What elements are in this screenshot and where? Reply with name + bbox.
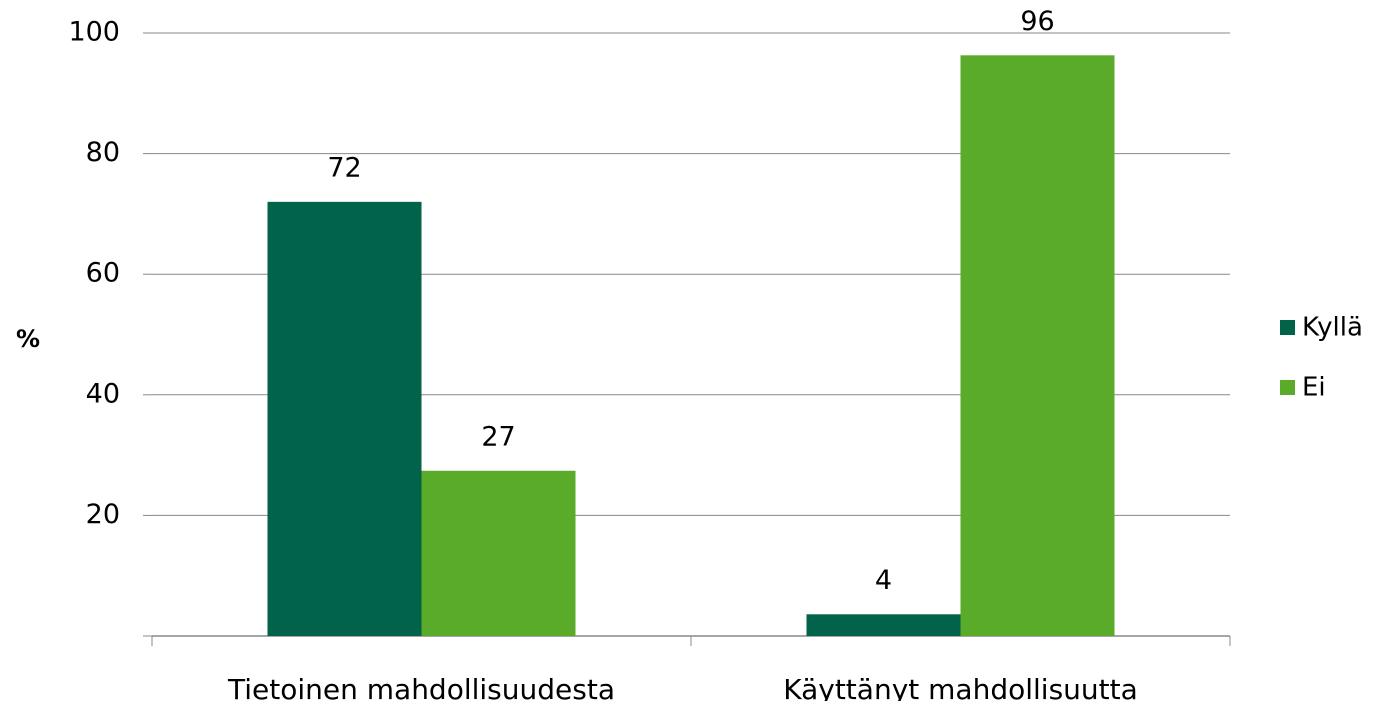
y-tick-label: 60: [86, 258, 120, 289]
legend-label: Ei: [1302, 373, 1326, 403]
y-tick-label: 80: [86, 137, 120, 168]
data-label: 27: [481, 421, 515, 452]
x-tick-label: Käyttänyt mahdollisuutta: [783, 673, 1138, 701]
bar: [960, 55, 1115, 637]
data-label: 72: [327, 152, 361, 183]
legend-label: Kyllä: [1302, 313, 1363, 343]
x-tick-label: Tietoinen mahdollisuudesta: [227, 673, 615, 701]
y-tick-label: 100: [68, 17, 120, 48]
y-axis-label: %: [16, 325, 40, 353]
y-tick-label: 20: [86, 499, 120, 530]
legend-swatch: [1280, 320, 1295, 335]
data-label: 96: [1020, 6, 1054, 37]
y-tick-label: 40: [86, 378, 120, 409]
data-label: 4: [875, 565, 892, 596]
bar: [267, 201, 422, 636]
bar: [421, 470, 576, 636]
bar: [806, 614, 961, 636]
legend-swatch: [1280, 380, 1295, 395]
